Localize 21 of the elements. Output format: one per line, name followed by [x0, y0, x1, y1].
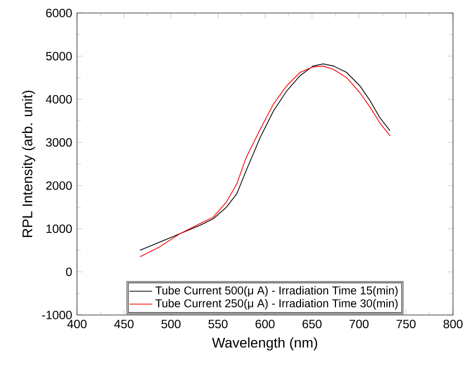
legend-label: Tube Current 250(μ A) - Irradiation Time 30(min) — [155, 299, 398, 310]
x-tick-label: 400 — [67, 320, 87, 328]
y-tick-label: 0 — [66, 268, 72, 276]
x-tick-label: 650 — [302, 320, 322, 328]
legend-label: Tube Current 500(μ A) - Irradiation Time 15(min) — [155, 286, 398, 297]
x-tick-label: 550 — [208, 320, 228, 328]
x-tick-label: 450 — [114, 320, 134, 328]
y-axis-title: RPL Intensity (arb. unit) — [22, 90, 36, 238]
y-tick-label: 5000 — [46, 52, 72, 60]
x-tick-label: 750 — [396, 320, 416, 328]
x-tick-label: 500 — [161, 320, 181, 328]
y-tick-label: 4000 — [46, 95, 72, 104]
y-tick-label: 3000 — [46, 138, 72, 147]
y-tick-label: 6000 — [46, 8, 72, 18]
x-tick-label: 800 — [444, 320, 463, 328]
y-tick-label: 2000 — [46, 181, 72, 190]
x-axis-title: Wavelength (nm) — [212, 337, 318, 350]
x-tick-label: 600 — [256, 320, 275, 328]
y-tick-label: -1000 — [42, 310, 72, 320]
x-tick-label: 700 — [350, 320, 369, 328]
y-tick-label: 1000 — [46, 224, 72, 233]
